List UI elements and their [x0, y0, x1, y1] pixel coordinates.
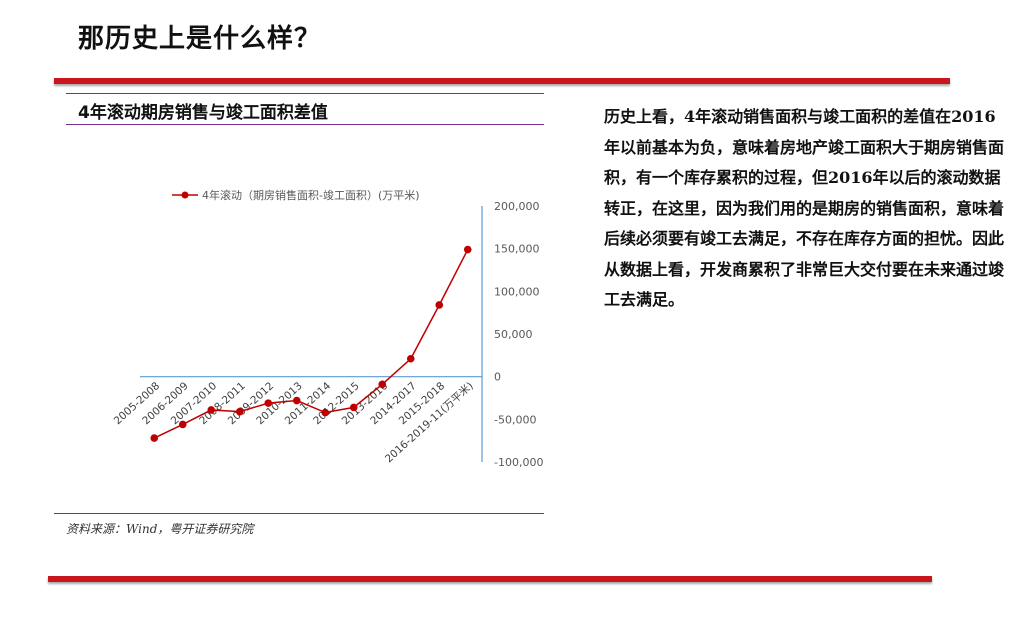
- top-divider-bar: [54, 78, 950, 84]
- data-point: [378, 380, 387, 389]
- data-point: [292, 396, 301, 405]
- source-note: 资料来源：Wind，粤开证券研究院: [66, 522, 254, 536]
- series-line: [153, 249, 469, 439]
- y-tick-label: -100,000: [494, 456, 543, 469]
- chart-series: [150, 245, 472, 442]
- data-point: [235, 407, 244, 416]
- data-point: [150, 434, 159, 442]
- legend-marker-swatch: [181, 191, 189, 199]
- data-point: [207, 406, 216, 414]
- y-tick-label: 100,000: [494, 285, 540, 298]
- data-point: [349, 403, 358, 412]
- data-point: [463, 245, 472, 254]
- chart-axes: [140, 206, 483, 462]
- data-point: [435, 301, 444, 309]
- data-point: [406, 354, 415, 363]
- legend-series-label: 4年滚动（期房销售面积-竣工面积）(万平米): [202, 188, 420, 202]
- y-tick-label: 50,000: [494, 328, 533, 341]
- y-tick-label: -50,000: [494, 413, 536, 426]
- chart-heading: 4年滚动期房销售与竣工面积差值: [78, 103, 328, 123]
- analysis-paragraph: 历史上看，4年滚动销售面积与竣工面积的差值在2016年以前基本为负，意味着房地产…: [604, 107, 1005, 309]
- source-divider-line: [54, 513, 544, 514]
- chart-heading-top-line: [66, 93, 544, 94]
- x-tick-labels: 2005-20082006-20092007-20102008-20112009…: [112, 379, 476, 465]
- bottom-divider-bar: [48, 576, 932, 582]
- chart-heading-bottom-line: [66, 124, 544, 125]
- page-title: 那历史上是什么样？: [78, 24, 322, 54]
- chart-legend: 4年滚动（期房销售面积-竣工面积）(万平米): [172, 188, 420, 202]
- y-tick-label: 200,000: [494, 200, 540, 213]
- y-tick-labels: 200,000 150,000 100,000 50,000 0 -50,000 -100,…: [494, 200, 543, 469]
- data-point: [321, 408, 330, 417]
- data-point: [264, 399, 273, 407]
- y-tick-label: 150,000: [494, 243, 540, 256]
- y-tick-label: 0: [494, 371, 501, 384]
- data-point: [178, 420, 187, 429]
